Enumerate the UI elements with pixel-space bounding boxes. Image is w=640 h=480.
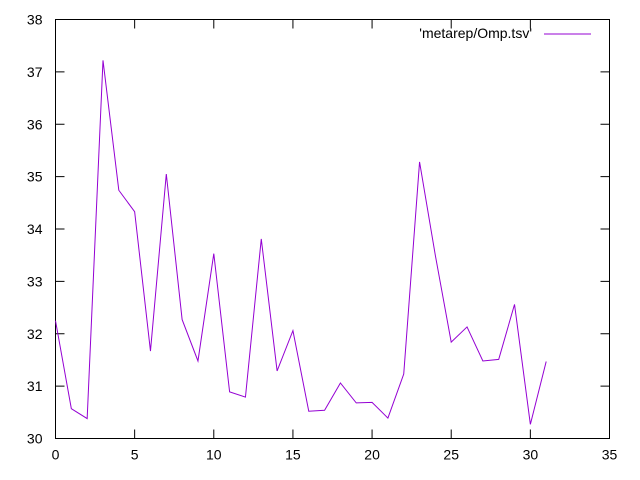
x-tick-label: 20 (364, 447, 380, 463)
y-tick-label: 34 (27, 221, 43, 237)
y-tick-label: 32 (27, 326, 43, 342)
x-tick-label: 10 (206, 447, 222, 463)
x-tick-label: 0 (52, 447, 60, 463)
plot-frame (55, 19, 610, 439)
y-axis: 30 31 32 33 34 35 36 37 38 (27, 12, 610, 447)
x-tick-label: 30 (523, 447, 539, 463)
y-tick-label: 31 (27, 378, 43, 394)
y-tick-label: 33 (27, 273, 43, 289)
y-tick-label: 30 (27, 431, 43, 447)
y-tick-label: 37 (27, 64, 43, 80)
series-line (55, 60, 547, 425)
x-axis: 0 5 10 15 20 25 30 35 (52, 19, 618, 463)
x-tick-label: 5 (131, 447, 139, 463)
legend: 'metarep/Omp.tsv' (419, 25, 591, 41)
x-tick-label: 25 (443, 447, 459, 463)
series-layer (55, 60, 547, 425)
y-tick-label: 36 (27, 116, 43, 132)
x-tick-label: 35 (602, 447, 618, 463)
y-tick-label: 38 (27, 12, 43, 28)
legend-label: 'metarep/Omp.tsv' (419, 25, 532, 41)
x-tick-label: 15 (285, 447, 301, 463)
y-tick-label: 35 (27, 169, 43, 185)
